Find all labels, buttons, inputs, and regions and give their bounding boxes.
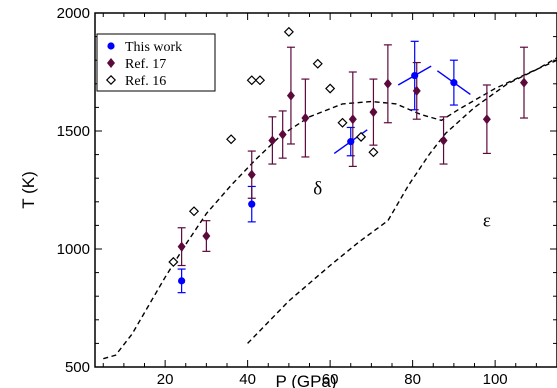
x-tick-label: 60	[322, 371, 339, 388]
data-point	[369, 107, 378, 118]
axis-ticks	[95, 12, 557, 368]
data-point	[411, 71, 419, 80]
data-point	[177, 241, 186, 252]
data-point	[278, 129, 287, 140]
data-point	[168, 256, 179, 268]
x-tick-label: 100	[483, 371, 508, 388]
y-tick-label: 1500	[57, 123, 90, 140]
region-label: ε	[483, 211, 491, 232]
data-point	[439, 135, 448, 146]
y-tick-label: 1000	[57, 241, 90, 258]
data-point	[325, 83, 336, 94]
data-point	[105, 74, 117, 86]
data-point	[312, 58, 323, 69]
data-point	[268, 135, 277, 146]
data-point	[301, 113, 310, 124]
error-bars	[177, 40, 528, 294]
data-point	[107, 42, 115, 50]
y-tick-label: 2000	[57, 5, 90, 22]
phase-boundary-line	[103, 59, 557, 360]
data-point	[520, 77, 528, 88]
data-point	[347, 138, 355, 146]
legend-label: This work	[125, 40, 182, 55]
data-point	[178, 277, 186, 285]
data-point	[247, 169, 256, 180]
legend-label: Ref. 17	[125, 57, 166, 72]
data-point	[107, 58, 115, 68]
x-tick-label: 20	[157, 371, 174, 388]
legend-entry: Ref. 17	[107, 57, 166, 72]
data-point	[254, 75, 266, 86]
data-point	[368, 147, 379, 158]
data-markers	[168, 26, 528, 285]
data-point	[286, 90, 295, 101]
data-point	[188, 206, 200, 217]
data-point	[383, 78, 392, 89]
plot-frame	[94, 12, 557, 368]
data-point	[226, 134, 237, 145]
data-point	[356, 131, 367, 142]
data-point	[337, 117, 348, 128]
x-tick-label: 80	[404, 371, 421, 388]
data-point	[202, 231, 211, 242]
region-label: δ	[313, 179, 322, 200]
y-axis-title: T (K)	[19, 171, 38, 208]
x-axis-title: P (GPa)	[275, 372, 336, 388]
data-point	[450, 79, 458, 87]
data-point	[246, 75, 257, 86]
x-tick-label: 40	[239, 371, 256, 388]
data-point	[248, 200, 256, 208]
data-point	[412, 85, 421, 96]
tick-labels: 20 40 60 80 100 500 1000 1500 2000	[57, 5, 508, 388]
data-point	[482, 114, 491, 125]
legend-box	[96, 33, 216, 92]
phase-boundary-line	[247, 57, 557, 344]
legend-entry: This work	[107, 40, 182, 55]
region-labels: δε	[313, 179, 491, 232]
legend-entry: Ref. 16	[105, 74, 166, 89]
y-tick-label: 500	[65, 359, 90, 376]
data-point	[348, 114, 357, 125]
legend-label: Ref. 16	[125, 74, 166, 89]
phase-boundaries	[103, 57, 557, 360]
legend: This work Ref. 17 Ref. 16	[96, 33, 216, 92]
data-point	[283, 26, 294, 37]
